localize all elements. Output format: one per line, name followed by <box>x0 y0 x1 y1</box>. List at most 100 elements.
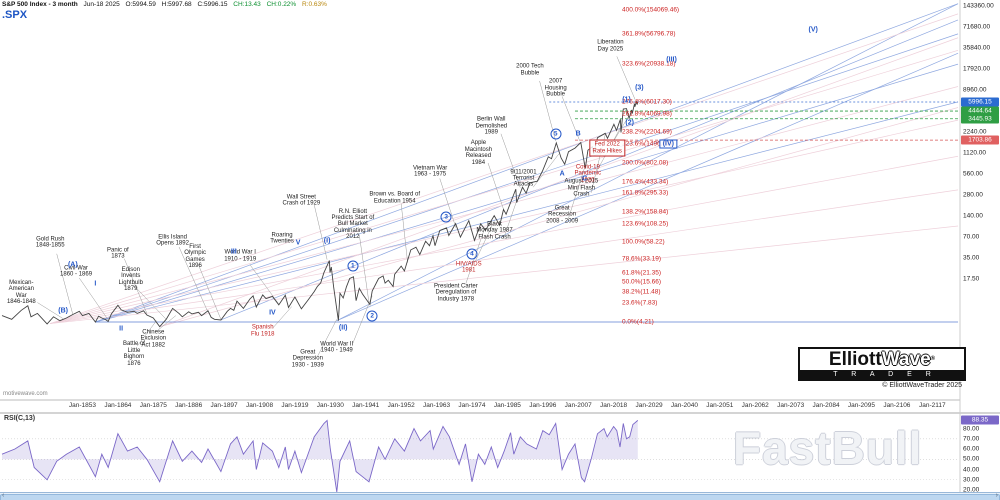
x-axis-label[interactable]: Jan-1853 <box>68 402 97 409</box>
fib-extension-label: 176.4%(433.34) <box>622 178 669 186</box>
x-axis-label[interactable]: Jan-2062 <box>741 402 769 409</box>
rsi-value-badge: 88.35 <box>961 415 999 425</box>
wave-label: 2 <box>366 310 378 322</box>
wave-label: (B) <box>58 307 69 315</box>
rsi-axis-label[interactable]: 40.00 <box>963 466 980 474</box>
event-label: August 2015 Mini Flash Crash <box>564 178 599 198</box>
rsi-axis-label[interactable]: 70.00 <box>963 435 980 443</box>
x-axis-label[interactable]: Jan-2018 <box>600 402 628 409</box>
price-axis-label[interactable]: 71680.00 <box>963 23 991 31</box>
x-axis-label[interactable]: Jan-2073 <box>777 402 805 409</box>
fib-extension-label: 261.8%(4069.98) <box>622 110 672 118</box>
wave-label: (2) <box>625 119 634 127</box>
quote-date: Jun-18 2025 <box>83 1 120 8</box>
x-axis-label[interactable]: Jan-1864 <box>104 402 132 409</box>
fib-extension-label: 323.6%(20938.18) <box>622 60 676 68</box>
motivewave-credit: motivewave.com <box>3 391 48 397</box>
fib-extension-label: 276.4%(6017.30) <box>622 98 672 106</box>
wave-label: B <box>575 130 581 138</box>
x-axis-label[interactable]: Jan-1930 <box>316 402 344 409</box>
event-label: World War II 1940 - 1949 <box>320 341 354 354</box>
price-badge: 5996.15 <box>961 97 999 107</box>
event-label: President Carter Deregulation of Industr… <box>434 283 478 303</box>
scroll-left-icon[interactable]: ‹ <box>2 492 5 499</box>
price-axis-label[interactable]: 140.00 <box>963 212 983 220</box>
fib-extension-label: 361.8%(56796.78) <box>622 30 676 38</box>
fib-extension-label: 0.0%(4.21) <box>622 318 654 326</box>
event-label: 2007 Housing Bubble <box>544 78 567 98</box>
event-label: Ellis Island Opens 1892 <box>156 234 189 247</box>
x-axis-label[interactable]: Jan-1963 <box>423 402 451 409</box>
x-axis-label[interactable]: Jan-1886 <box>175 402 203 409</box>
price-axis-label[interactable]: 280.00 <box>963 191 983 199</box>
fib-extension-label: 100.0%(58.22) <box>622 238 665 246</box>
rsi-axis-label[interactable]: 30.00 <box>963 476 980 484</box>
x-axis-label[interactable]: Jan-2095 <box>847 402 876 409</box>
symbol-label: .SPX <box>2 9 28 21</box>
quote-range: R:0.63% <box>302 1 327 8</box>
fib-extension-label: 238.2%(2204.69) <box>622 128 672 136</box>
price-axis-label[interactable]: 143360.00 <box>963 2 994 10</box>
x-axis-label[interactable]: Jan-1919 <box>281 402 309 409</box>
x-axis-label[interactable]: Jan-2106 <box>883 402 911 409</box>
x-axis-label[interactable]: Jan-2040 <box>670 402 698 409</box>
x-axis-label[interactable]: Jan-2084 <box>812 402 840 409</box>
wave-label: IV <box>269 309 276 317</box>
rsi-axis-label[interactable]: 80.00 <box>963 425 980 433</box>
price-axis-label[interactable]: 35840.00 <box>963 44 991 52</box>
wave-label: (V) <box>808 26 818 34</box>
fib-extension-label: 38.2%(11.48) <box>622 288 661 296</box>
fib-extension-label: 61.8%(21.35) <box>622 269 662 277</box>
scroll-right-icon[interactable]: › <box>995 492 998 499</box>
x-axis-label[interactable]: Jan-1996 <box>529 402 557 409</box>
event-label: Vietnam War 1963 - 1975 <box>412 165 448 178</box>
price-axis-label[interactable]: 8960.00 <box>963 86 987 94</box>
x-axis-label[interactable]: Jan-1875 <box>139 402 167 409</box>
rsi-axis-label[interactable]: 20.00 <box>963 486 980 494</box>
event-label: Apple Macintosh Released 1984 <box>464 140 493 166</box>
time-scrollbar[interactable]: ‹ › <box>0 492 1000 500</box>
price-badge: 4444.64 <box>961 106 999 116</box>
fib-extension-label: 78.6%(33.19) <box>622 255 662 263</box>
wave-label: 3 <box>440 211 452 223</box>
fib-extension-label: 400.0%(154069.46) <box>622 6 680 14</box>
event-label: Spanish Flu 1918 <box>251 324 275 338</box>
quote-high: H:5997.68 <box>161 1 192 8</box>
x-axis-label[interactable]: Jan-2051 <box>706 402 734 409</box>
price-axis-label[interactable]: 17920.00 <box>963 65 991 73</box>
x-axis-label[interactable]: Jan-2117 <box>918 402 946 409</box>
logo-trader-bar: T R A D E R <box>800 370 964 379</box>
scrollbar-thumb[interactable] <box>0 494 1000 500</box>
price-axis-label[interactable]: 70.00 <box>963 233 980 241</box>
price-axis-label[interactable]: 560.00 <box>963 170 983 178</box>
x-axis-label[interactable]: Jan-1952 <box>387 402 415 409</box>
price-axis-label[interactable]: 17.50 <box>963 275 980 283</box>
event-label: Civil War 1860 - 1869 <box>60 265 93 278</box>
chart-title: S&P 500 Index - 3 month <box>2 1 78 8</box>
price-axis-label[interactable]: 1120.00 <box>963 149 987 157</box>
x-axis-label[interactable]: Jan-2007 <box>564 402 592 409</box>
price-axis-label[interactable]: 35.00 <box>963 254 980 262</box>
rsi-indicator-label[interactable]: RSI(C,13) <box>4 415 36 422</box>
x-axis-label[interactable]: Jan-1908 <box>245 402 274 409</box>
wave-label: (3) <box>635 84 644 92</box>
x-axis-label[interactable]: Jan-1985 <box>493 402 521 409</box>
wave-label: 5 <box>550 128 562 140</box>
price-axis-label[interactable]: 2240.00 <box>963 128 987 136</box>
rsi-axis-label[interactable]: 50.00 <box>963 455 980 463</box>
x-axis-label[interactable]: Jan-1897 <box>210 402 238 409</box>
x-axis-label[interactable]: Jan-1941 <box>352 402 380 409</box>
event-label: Wall Street Crash of 1929 <box>282 194 321 207</box>
x-axis-label[interactable]: Jan-2029 <box>635 402 663 409</box>
wave-label: (A) <box>67 261 78 269</box>
rsi-axis-label[interactable]: 60.00 <box>963 445 980 453</box>
event-label: Edison Invents Lightbulb 1879 <box>118 266 143 293</box>
event-label: R.N. Elliott Predicts Start of Bull Mark… <box>331 208 375 241</box>
event-label: World War I 1910 - 1919 <box>224 249 257 263</box>
x-axis-label[interactable]: Jan-1974 <box>458 402 486 409</box>
event-label: 2000 Tech Bubble <box>516 63 544 77</box>
event-label: HIV/AIDS 1981 <box>455 261 482 275</box>
fib-extension-label: 123.6%(108.25) <box>622 220 669 228</box>
